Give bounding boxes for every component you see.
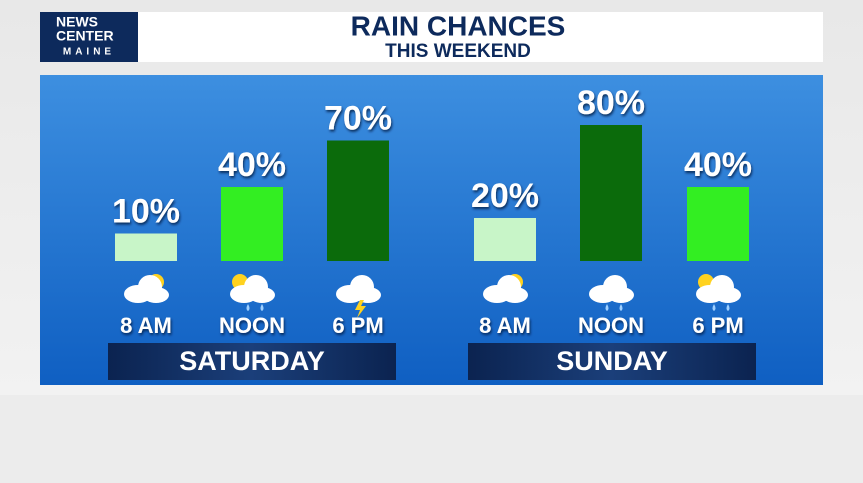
day-label: SUNDAY (556, 346, 668, 376)
value-label: 40% (218, 146, 286, 184)
weather-icon (246, 304, 264, 311)
weather-icon (715, 287, 741, 303)
logo-box (40, 12, 138, 62)
lower-band (0, 395, 863, 483)
day-label: SATURDAY (179, 346, 325, 376)
value-label: 40% (684, 146, 752, 184)
value-label: 80% (577, 84, 645, 122)
weather-icon (355, 287, 381, 303)
bar (474, 218, 536, 261)
weather-icon (712, 304, 730, 311)
value-label: 70% (324, 99, 392, 137)
day-banner (468, 343, 756, 380)
time-label: 6 PM (692, 313, 743, 338)
logo-text: CENTER (56, 28, 114, 44)
bar (687, 187, 749, 261)
bar (115, 233, 177, 261)
subtitle: THIS WEEKEND (385, 41, 531, 62)
time-label: NOON (219, 313, 285, 338)
weather-icon (608, 287, 634, 303)
title: RAIN CHANCES (351, 10, 566, 41)
day-banner (108, 343, 396, 380)
time-label: 6 PM (332, 313, 383, 338)
time-label: NOON (578, 313, 644, 338)
value-label: 10% (112, 192, 180, 230)
bar (327, 140, 389, 261)
header-bar (40, 12, 823, 62)
bar (580, 125, 642, 261)
weather-icon (355, 300, 366, 318)
weather-icon (605, 304, 623, 311)
time-label: 8 AM (120, 313, 172, 338)
time-label: 8 AM (479, 313, 531, 338)
logo-text: MAINE (63, 47, 115, 58)
bar (221, 187, 283, 261)
weather-icon (249, 287, 275, 303)
weather-icon (502, 287, 528, 303)
weather-icon (143, 287, 169, 303)
logo-text: NEWS (56, 14, 98, 30)
value-label: 20% (471, 177, 539, 215)
